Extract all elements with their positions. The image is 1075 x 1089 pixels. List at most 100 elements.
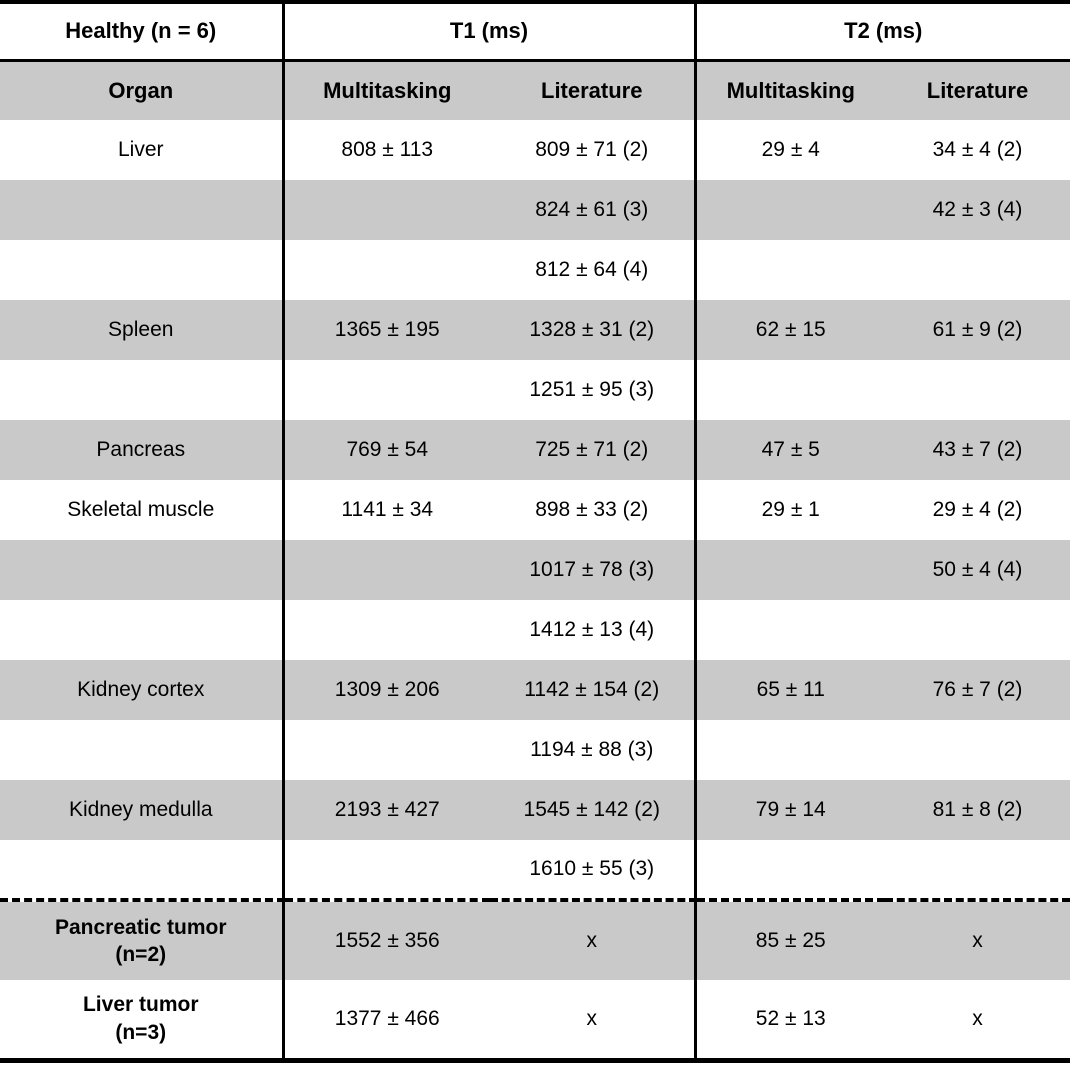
cell-t1-literature: 824 ± 61 (3) xyxy=(490,180,697,240)
cell-t1-literature: x xyxy=(490,898,697,980)
table-row-kidney-cortex: Kidney cortex 1309 ± 206 1142 ± 154 (2) … xyxy=(0,660,1070,720)
cell-t2-literature xyxy=(885,240,1070,300)
header-t1-literature: Literature xyxy=(490,60,697,120)
cell-t1-multitasking: 1365 ± 195 xyxy=(334,318,440,341)
cell-t1-multitasking: 1309 ± 206 xyxy=(334,678,440,701)
cell-t2-multitasking xyxy=(695,360,885,420)
cell-t1-multitasking xyxy=(283,240,490,300)
cell-t1-literature: x xyxy=(490,980,697,1060)
cell-t2-literature: 34 ± 4 (2) xyxy=(932,138,1023,161)
cell-t1-multitasking xyxy=(283,180,490,240)
table-row-liver-lit-2: 824 ± 61 (3) 42 ± 3 (4) xyxy=(0,180,1070,240)
cell-t1-multitasking: 1141 ± 34 xyxy=(341,498,434,521)
cell-t2-multitasking: 29 ± 1 xyxy=(761,498,820,521)
header-t2-multitasking: Multitasking xyxy=(726,77,855,103)
cell-organ xyxy=(0,240,285,300)
cell-t1-literature: 1412 ± 13 (4) xyxy=(490,600,697,660)
cell-t1-multitasking xyxy=(283,540,490,600)
cell-t1-multitasking xyxy=(283,360,490,420)
cell-t1-literature: 1610 ± 55 (3) xyxy=(490,840,697,900)
cell-organ xyxy=(0,720,285,780)
cell-t2-literature: 76 ± 7 (2) xyxy=(932,678,1023,701)
cell-t2-multitasking xyxy=(695,180,885,240)
cell-organ: Spleen xyxy=(0,300,285,360)
cell-t2-literature: x xyxy=(885,898,1070,980)
cell-organ xyxy=(0,180,285,240)
cell-t1-literature: 725 ± 71 (2) xyxy=(490,420,697,480)
cell-t2-multitasking: 29 ± 4 xyxy=(761,138,820,161)
table-row-skeletal-muscle-lit-2: 1017 ± 78 (3) 50 ± 4 (4) xyxy=(0,540,1070,600)
cell-t1-literature: 812 ± 64 (4) xyxy=(490,240,697,300)
cell-t2-multitasking: 47 ± 5 xyxy=(761,438,820,461)
cell-t1-literature: 1545 ± 142 (2) xyxy=(490,780,697,840)
header-organ: Organ xyxy=(0,60,285,120)
table-row-spleen-lit-2: 1251 ± 95 (3) xyxy=(0,360,1070,420)
table-row-kidney-medulla: Kidney medulla 2193 ± 427 1545 ± 142 (2)… xyxy=(0,780,1070,840)
cell-t1-multitasking: 808 ± 113 xyxy=(341,138,434,161)
cell-organ: Liver tumor (n=3) xyxy=(0,980,285,1060)
group-header-row: Healthy (n = 6) T1 (ms) T2 (ms) xyxy=(0,2,1070,62)
table-row-kidney-cortex-lit-2: 1194 ± 88 (3) xyxy=(0,720,1070,780)
cell-t1-literature: 1328 ± 31 (2) xyxy=(490,300,697,360)
cell-t2-literature: 29 ± 4 (2) xyxy=(932,498,1023,521)
cell-t1-literature: 1017 ± 78 (3) xyxy=(490,540,697,600)
cell-t2-literature: 42 ± 3 (4) xyxy=(932,198,1023,221)
cell-t2-literature xyxy=(885,720,1070,780)
cell-t1-multitasking: 769 ± 54 xyxy=(346,438,429,461)
table-row-spleen: Spleen 1365 ± 195 1328 ± 31 (2) 62 ± 15 … xyxy=(0,300,1070,360)
cell-t2-literature: 81 ± 8 (2) xyxy=(932,798,1023,821)
cell-t2-multitasking xyxy=(695,540,885,600)
cell-t2-literature: 61 ± 9 (2) xyxy=(932,318,1023,341)
table-row-skeletal-muscle: Skeletal muscle 1141 ± 34 898 ± 33 (2) 2… xyxy=(0,480,1070,540)
cell-t1-multitasking: 1552 ± 356 xyxy=(283,898,490,980)
cell-t2-multitasking: 62 ± 15 xyxy=(755,318,826,341)
table-row-liver-lit-3: 812 ± 64 (4) xyxy=(0,240,1070,300)
table-row-pancreatic-tumor: Pancreatic tumor (n=2) 1552 ± 356 x 85 ±… xyxy=(0,898,1070,980)
cell-organ: Pancreatic tumor (n=2) xyxy=(0,898,285,980)
cell-t1-literature: 1194 ± 88 (3) xyxy=(490,720,697,780)
cell-t1-literature: 809 ± 71 (2) xyxy=(490,120,697,180)
cell-organ: Liver xyxy=(0,120,285,180)
cell-organ xyxy=(0,360,285,420)
cell-t2-multitasking xyxy=(695,840,885,900)
cell-t1-multitasking xyxy=(283,600,490,660)
cell-t1-literature: 1251 ± 95 (3) xyxy=(490,360,697,420)
column-header-row: Organ Multitasking Literature Multitaski… xyxy=(0,60,1070,120)
header-t1-multitasking: Multitasking xyxy=(323,77,452,103)
cell-t1-literature: 1142 ± 154 (2) xyxy=(490,660,697,720)
cell-organ: Kidney cortex xyxy=(0,660,285,720)
cell-organ xyxy=(0,600,285,660)
cell-t2-multitasking xyxy=(695,600,885,660)
header-healthy: Healthy (n = 6) xyxy=(0,2,285,62)
table-row-liver: Liver 808 ± 113 809 ± 71 (2) 29 ± 4 34 ±… xyxy=(0,120,1070,180)
cell-organ: Pancreas xyxy=(0,420,285,480)
header-t2-literature: Literature xyxy=(926,77,1029,103)
cell-organ: Skeletal muscle xyxy=(0,480,285,540)
cell-t1-multitasking: 2193 ± 427 xyxy=(334,798,440,821)
cell-t2-multitasking xyxy=(695,720,885,780)
header-t2: T2 (ms) xyxy=(695,2,1070,62)
cell-t2-literature xyxy=(885,600,1070,660)
table-row-pancreas: Pancreas 769 ± 54 725 ± 71 (2) 47 ± 5 43… xyxy=(0,420,1070,480)
cell-t2-literature: 50 ± 4 (4) xyxy=(932,558,1023,581)
cell-t2-literature xyxy=(885,360,1070,420)
cell-t1-multitasking: 1377 ± 466 xyxy=(334,1006,440,1030)
cell-t2-multitasking: 52 ± 13 xyxy=(755,1006,826,1030)
cell-organ: Kidney medulla xyxy=(0,780,285,840)
table-row-liver-tumor: Liver tumor (n=3) 1377 ± 466 x 52 ± 13 x xyxy=(0,980,1070,1060)
cell-t2-multitasking: 65 ± 11 xyxy=(756,678,825,701)
cell-t2-multitasking: 79 ± 14 xyxy=(755,798,826,821)
cell-organ xyxy=(0,840,285,900)
cell-t2-multitasking: 85 ± 25 xyxy=(695,898,885,980)
table-row-kidney-medulla-lit-2: 1610 ± 55 (3) xyxy=(0,840,1070,900)
cell-t2-literature: 43 ± 7 (2) xyxy=(932,438,1023,461)
header-t1: T1 (ms) xyxy=(283,2,697,62)
cell-t2-literature: x xyxy=(972,1006,983,1030)
cell-t2-literature xyxy=(885,840,1070,900)
cell-organ xyxy=(0,540,285,600)
cell-t1-multitasking xyxy=(283,720,490,780)
t1-t2-relaxation-table: Healthy (n = 6) T1 (ms) T2 (ms) Organ Mu… xyxy=(0,0,1070,1063)
cell-t1-multitasking xyxy=(283,840,490,900)
table-row-skeletal-muscle-lit-3: 1412 ± 13 (4) xyxy=(0,600,1070,660)
